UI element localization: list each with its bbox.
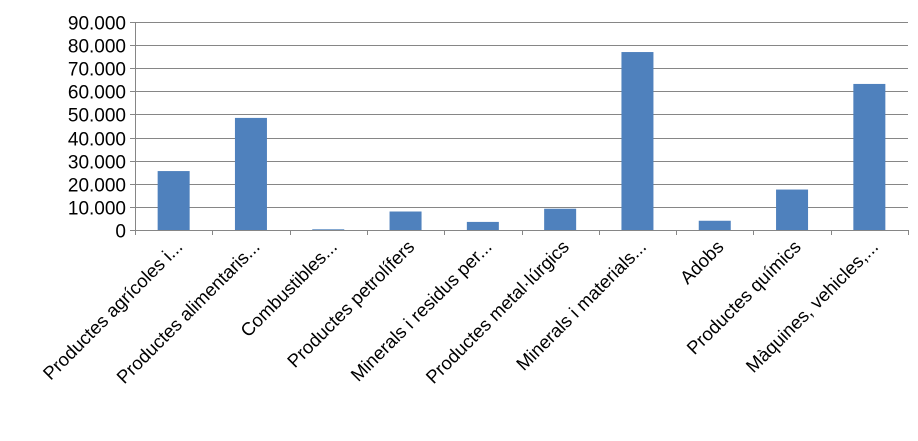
x-category-label: Productes metal·lúrgics [421, 236, 573, 388]
y-tick-label: 60.000 [68, 83, 126, 104]
x-category-label: Minerals i materials... [512, 236, 650, 374]
bar [698, 220, 731, 230]
y-tick-label: 0 [115, 222, 126, 243]
bar [621, 52, 654, 230]
x-axis-category-labels: Productes agrícoles i...Productes alimen… [39, 236, 883, 388]
x-category-label: Productes alimentaris... [112, 236, 264, 388]
y-tick-label: 30.000 [68, 153, 126, 174]
y-tick-label: 90.000 [68, 14, 126, 35]
bar [466, 221, 499, 230]
x-category-label: Productes agrícoles i... [39, 236, 187, 384]
bar [853, 83, 886, 230]
x-category-label: Productes petrolífers [283, 236, 419, 372]
y-tick-label: 40.000 [68, 130, 126, 151]
y-tick-label: 20.000 [68, 176, 126, 197]
bar [776, 189, 809, 230]
y-tick-label: 70.000 [68, 60, 126, 81]
bar [157, 171, 190, 230]
bar [389, 211, 422, 230]
bar [234, 117, 267, 230]
bar [544, 208, 577, 230]
y-tick-label: 80.000 [68, 37, 126, 58]
y-tick-label: 50.000 [68, 106, 126, 127]
axes [130, 22, 909, 235]
x-category-label: Adobs [676, 236, 728, 288]
y-tick-label: 10.000 [68, 199, 126, 220]
bars [157, 52, 886, 230]
bar [312, 229, 345, 230]
x-category-label: Màquines, vehicles,... [742, 236, 883, 377]
x-category-label: Minerals i residus per... [346, 236, 495, 385]
